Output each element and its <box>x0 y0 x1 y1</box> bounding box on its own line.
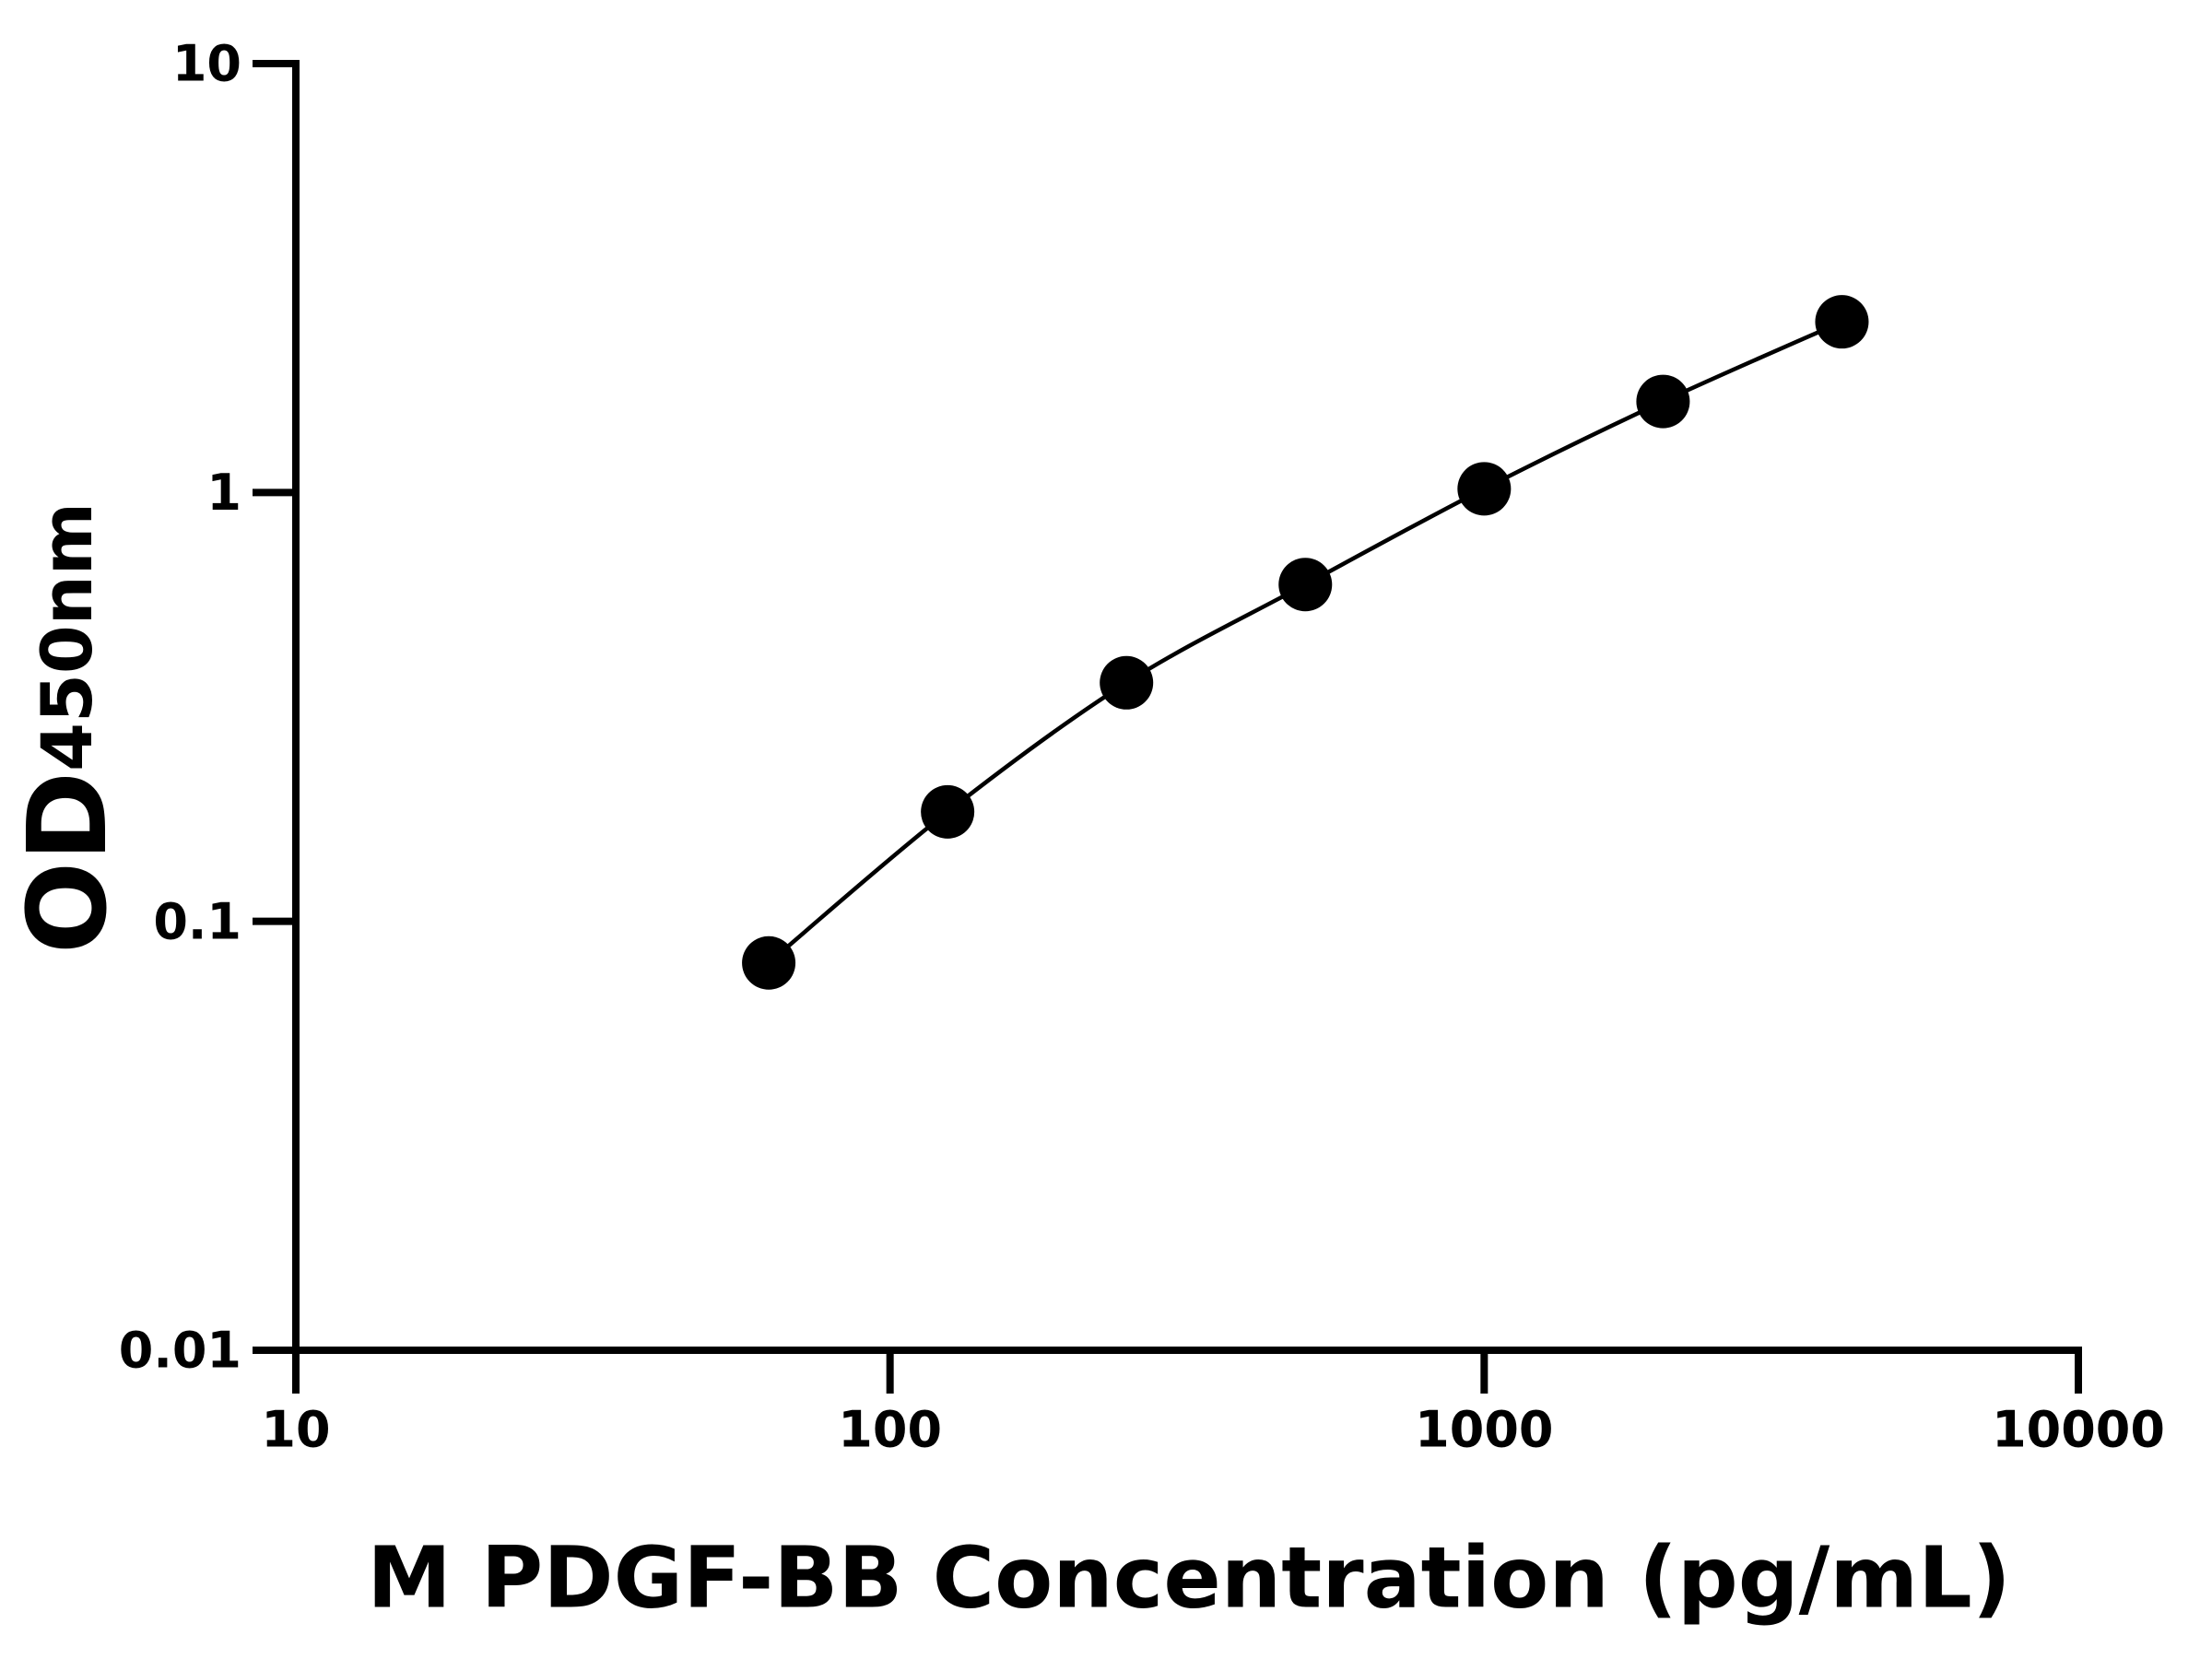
data-point <box>1815 295 1869 349</box>
data-point <box>1636 374 1690 429</box>
x-axis-label: M PDGF-BB Concentration (pg/mL) <box>367 1528 2011 1627</box>
data-point <box>742 935 796 990</box>
y-axis-label-subscript: 450nm <box>26 502 108 771</box>
y-axis-label-main: OD <box>4 771 131 954</box>
data-point <box>1457 462 1512 516</box>
x-tick-label: 1000 <box>1415 1401 1553 1459</box>
y-axis-label: OD450nm <box>4 502 131 954</box>
x-tick-label: 10000 <box>1992 1401 2165 1459</box>
y-tick-label: 1 <box>206 464 241 522</box>
y-tick-label: 0.1 <box>153 892 241 950</box>
data-point <box>1100 655 1154 710</box>
data-point <box>1278 558 1333 612</box>
y-tick-label: 10 <box>172 35 241 93</box>
data-point <box>921 784 975 839</box>
x-tick-label: 10 <box>261 1401 330 1459</box>
x-tick-label: 100 <box>838 1401 942 1459</box>
y-tick-label: 0.01 <box>119 1322 241 1380</box>
